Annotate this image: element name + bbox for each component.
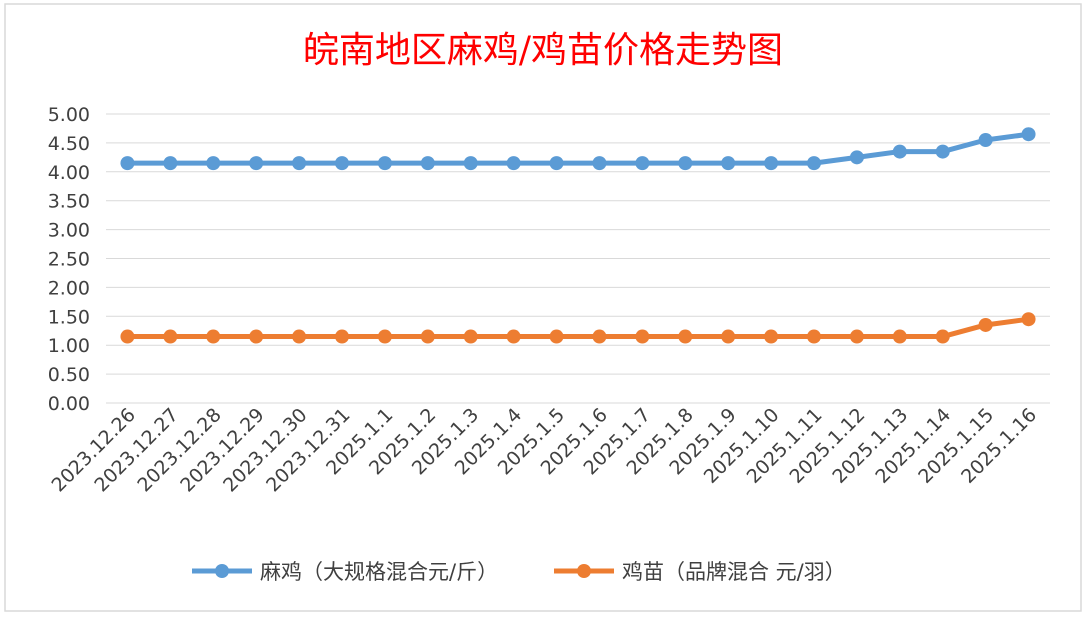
data-point [892, 144, 907, 159]
data-point [1021, 127, 1036, 142]
data-point [120, 156, 135, 171]
data-point [935, 329, 950, 344]
y-axis-ticks: 0.00 0.50 1.00 1.50 2.00 2.50 3.00 3.50 4.00 4.50… [48, 104, 90, 415]
data-point [635, 329, 650, 344]
legend-label: 麻鸡（大规格混合元/斤） [260, 560, 498, 584]
series-2 [120, 312, 1036, 344]
data-point [1021, 312, 1036, 327]
y-tick-label: 4.00 [48, 162, 90, 184]
data-point [420, 156, 435, 171]
data-point [120, 329, 135, 344]
data-point [463, 329, 478, 344]
data-point [807, 156, 821, 171]
y-tick-label: 1.00 [48, 335, 90, 357]
data-point [206, 329, 221, 344]
chart-border [4, 3, 1082, 612]
series-lines [120, 127, 1036, 344]
data-point [849, 329, 864, 344]
data-point [249, 156, 264, 171]
y-tick-label: 0.00 [48, 393, 90, 415]
series-line [124, 316, 1032, 340]
data-point [292, 329, 307, 344]
series-line [124, 131, 1032, 166]
data-point [721, 156, 736, 171]
data-point [335, 156, 349, 171]
data-point [335, 329, 349, 344]
data-point [420, 329, 435, 344]
data-point [764, 329, 779, 344]
legend-item: 麻鸡（大规格混合元/斤） [192, 560, 498, 584]
data-point [592, 156, 607, 171]
y-tick-label: 3.00 [48, 220, 90, 242]
data-point [292, 156, 307, 171]
data-point [892, 329, 907, 344]
legend-point-marker [577, 564, 591, 578]
legend: 麻鸡（大规格混合元/斤） 鸡苗（品牌混合 元/羽） [192, 560, 846, 584]
data-point [506, 156, 521, 171]
data-point [849, 150, 864, 165]
y-tick-label: 3.50 [48, 191, 90, 213]
data-point [764, 156, 779, 171]
y-tick-label: 0.50 [48, 364, 90, 386]
data-point [377, 156, 392, 171]
data-point [978, 133, 993, 148]
legend-point-marker [215, 564, 229, 578]
data-point [549, 156, 564, 171]
y-tick-label: 2.50 [48, 249, 90, 271]
y-tick-label: 2.00 [48, 277, 90, 299]
chart-title: 皖南地区麻鸡/鸡苗价格走势图 [303, 30, 783, 71]
data-point [935, 144, 950, 159]
data-point [549, 329, 564, 344]
y-tick-label: 1.50 [48, 306, 90, 328]
legend-label: 鸡苗（品牌混合 元/羽） [622, 560, 846, 584]
legend-item: 鸡苗（品牌混合 元/羽） [554, 560, 846, 584]
data-point [249, 329, 264, 344]
data-point [377, 329, 392, 344]
data-point [506, 329, 521, 344]
series-1 [120, 127, 1036, 171]
data-point [807, 329, 821, 344]
data-point [163, 156, 178, 171]
data-point [163, 329, 178, 344]
data-point [678, 329, 693, 344]
data-point [635, 156, 650, 171]
y-tick-label: 4.50 [48, 133, 90, 155]
data-point [592, 329, 607, 344]
data-point [678, 156, 693, 171]
data-point [463, 156, 478, 171]
data-point [978, 317, 993, 332]
data-point [721, 329, 736, 344]
data-point [206, 156, 221, 171]
y-tick-label: 5.00 [48, 104, 90, 126]
gridlines [106, 113, 1050, 404]
